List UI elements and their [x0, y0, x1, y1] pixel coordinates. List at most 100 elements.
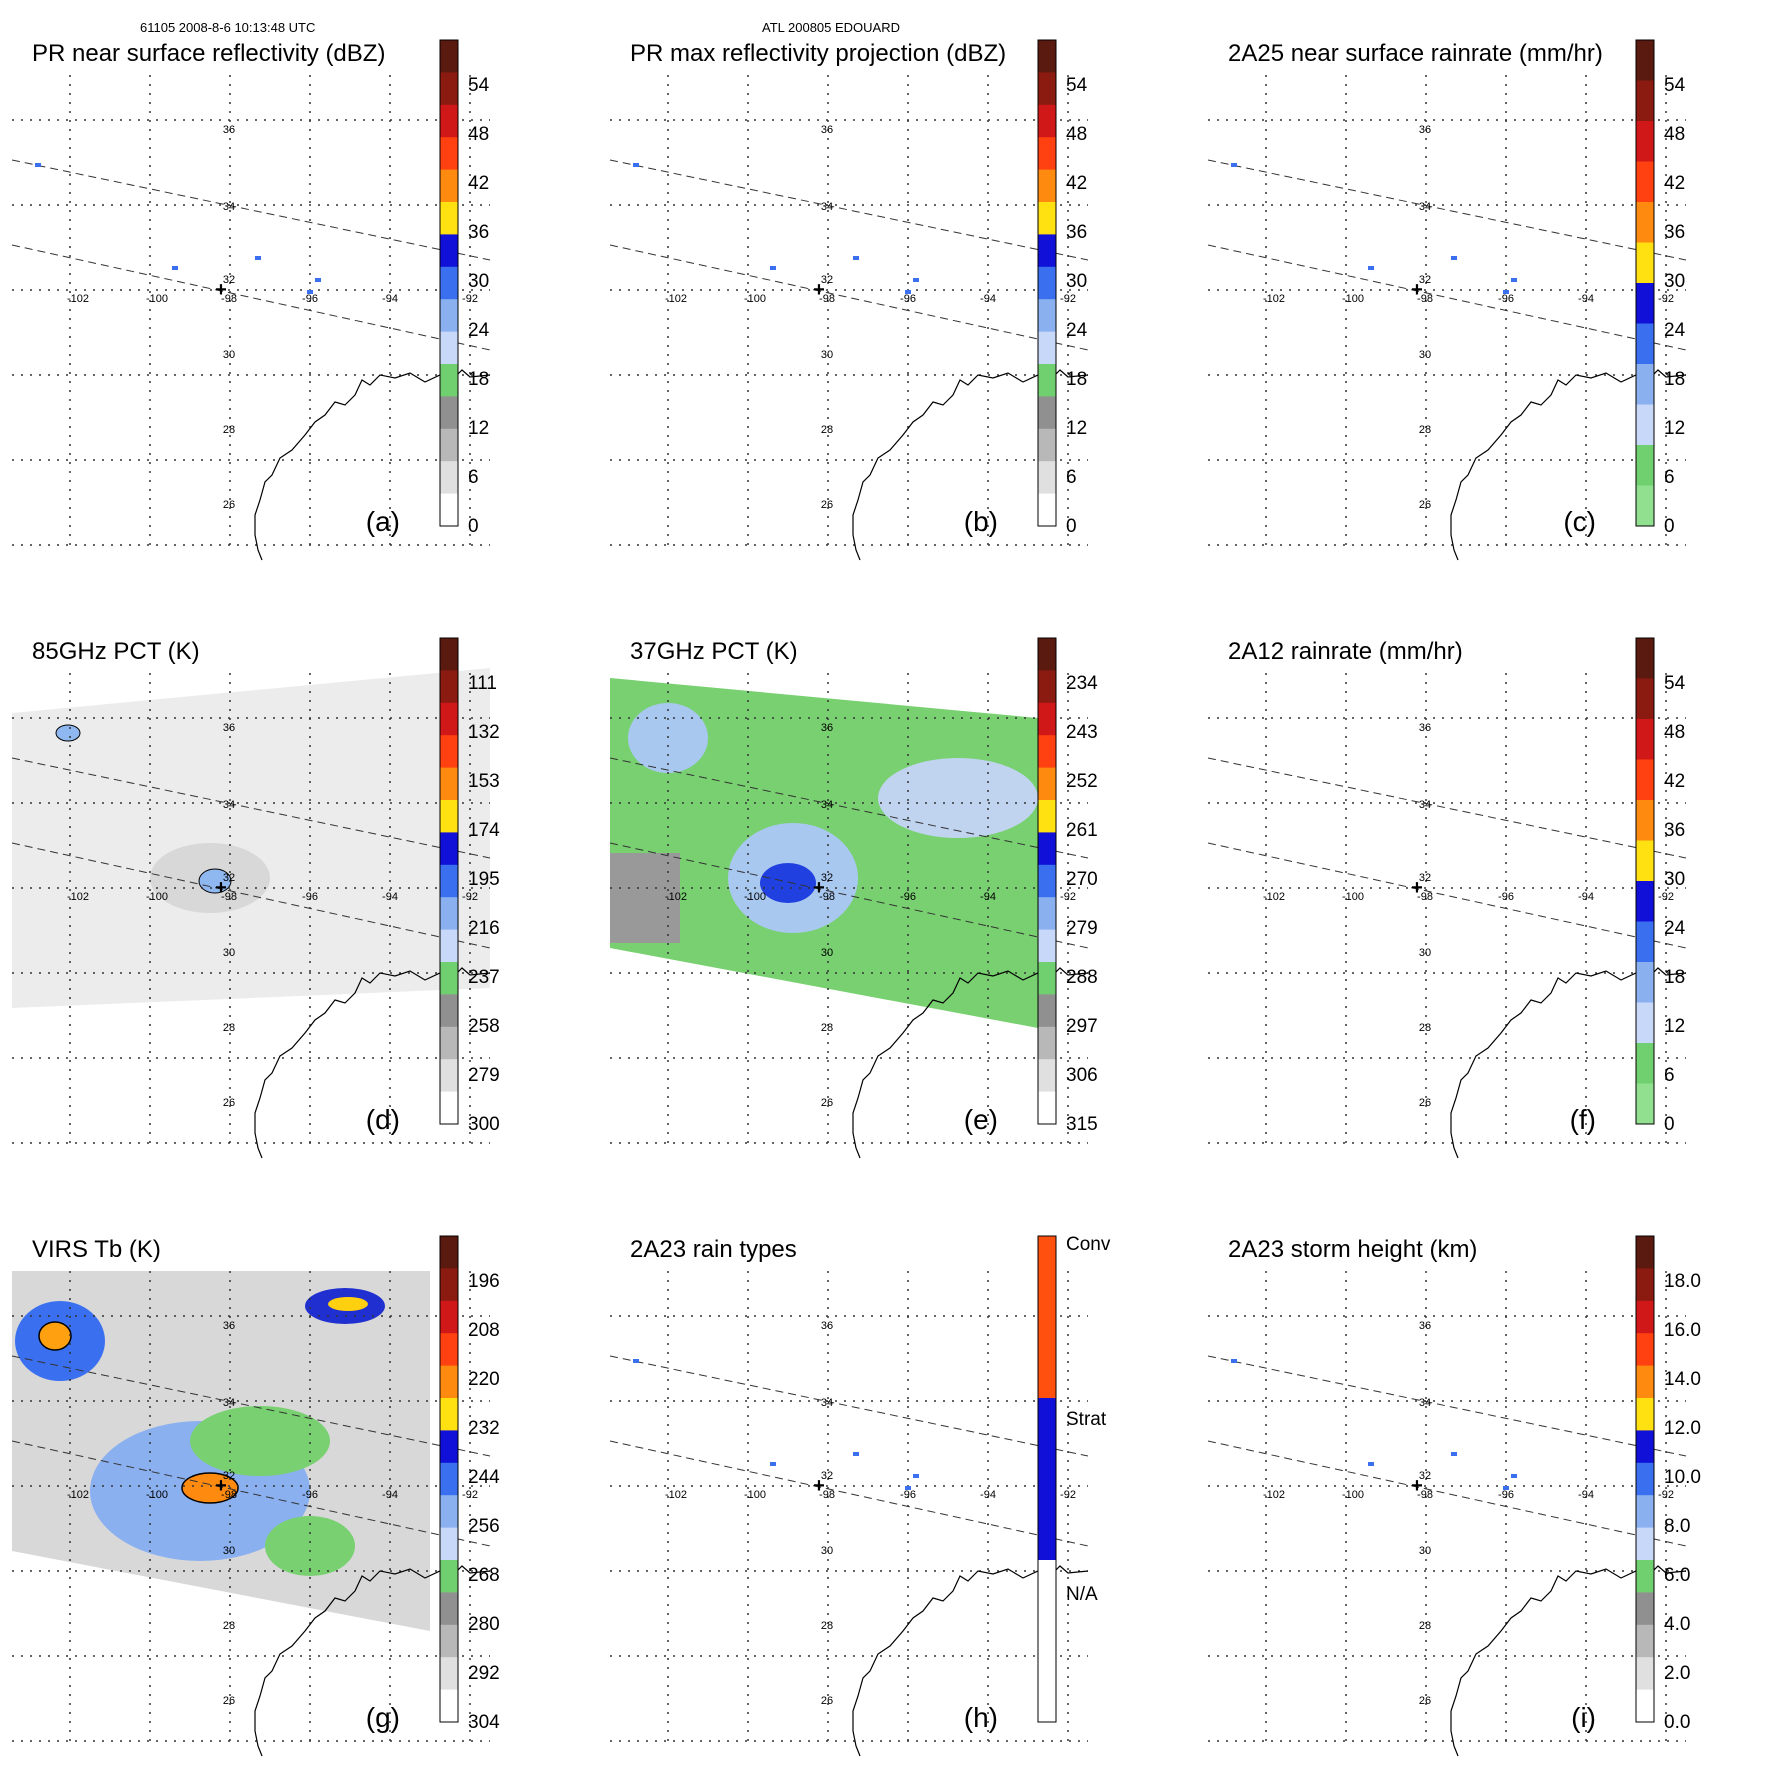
colorbar-segment: [1636, 800, 1654, 841]
texas-coastline: [1450, 967, 1687, 1159]
lat-label: 30: [821, 1545, 833, 1557]
colorbar-segment: [440, 702, 458, 736]
precip-echo: [913, 1474, 919, 1478]
precip-echo: [1231, 163, 1237, 167]
lon-label: -98: [1417, 891, 1433, 903]
texas-coastline: [254, 1565, 491, 1757]
colorbar-segment: [1038, 1236, 1056, 1399]
lat-label: 30: [223, 349, 235, 361]
colorbar-tick-label: 54: [1664, 673, 1686, 694]
colorbar-segment: [1636, 962, 1654, 1003]
colorbar-tick-label: Strat: [1066, 1409, 1107, 1430]
lon-label: -100: [1342, 293, 1364, 305]
lon-label: -100: [1342, 1489, 1364, 1501]
colorbar-tick-label: 216: [468, 918, 500, 939]
colorbar-tick-label: 0: [1664, 1114, 1675, 1135]
lon-label: -96: [302, 293, 318, 305]
colorbar-segment: [1636, 1236, 1654, 1269]
lat-label: 34: [223, 799, 235, 811]
colorbar-tick-label: 237: [468, 967, 500, 988]
colorbar-segment: [440, 1236, 458, 1269]
lon-label: -98: [819, 891, 835, 903]
colorbar-tick-label: 36: [1664, 820, 1685, 841]
lat-label: 32: [821, 274, 833, 286]
storm-center-marker: +: [813, 877, 825, 899]
lon-label: -102: [1263, 891, 1285, 903]
colorbar-segment: [1038, 1398, 1056, 1561]
lon-label: -96: [302, 891, 318, 903]
colorbar-segment: [440, 994, 458, 1028]
lat-label: 28: [223, 424, 235, 436]
lon-label: -92: [1060, 293, 1076, 305]
lon-label: -94: [382, 891, 398, 903]
colorbar-tick-label: 54: [1066, 75, 1088, 96]
lon-label: -100: [146, 1489, 168, 1501]
colorbar-segment: [440, 1657, 458, 1691]
texas-coastline: [852, 967, 1089, 1159]
precip-echo: [633, 1359, 639, 1363]
panel-title: VIRS Tb (K): [32, 1236, 161, 1263]
colorbar-tick-label: 261: [1066, 820, 1098, 841]
lon-label: -96: [900, 293, 916, 305]
precip-echo: [1503, 290, 1509, 294]
colorbar-segment: [1038, 670, 1056, 704]
colorbar-tick-label: 48: [1066, 124, 1087, 145]
precip-echo: [1511, 1474, 1517, 1478]
lon-label: -102: [67, 891, 89, 903]
colorbar-tick-label: 234: [1066, 673, 1098, 694]
colorbar-segment: [1038, 735, 1056, 769]
colorbar-segment: [1636, 1002, 1654, 1044]
colorbar-segment: [440, 202, 458, 235]
lat-label: 36: [821, 722, 833, 734]
lat-label: 30: [223, 947, 235, 959]
colorbar-segment: [440, 1091, 458, 1125]
colorbar-segment: [1038, 299, 1056, 333]
colorbar-segment: [1636, 1333, 1654, 1367]
lon-label: -92: [1658, 891, 1674, 903]
colorbar-segment: [1038, 266, 1056, 300]
colorbar-tick-label: 6: [468, 467, 479, 488]
lat-label: 36: [223, 124, 235, 136]
panel-letter-label: (e): [963, 1104, 998, 1135]
map-e: 36 34 32 30 28 26 -102 -100 -98 -96 -94 -92 +234 243 2…: [609, 637, 1098, 1159]
lon-label: -94: [382, 293, 398, 305]
texas-coastline: [254, 967, 491, 1159]
lat-label: 34: [821, 799, 833, 811]
panel-letter-label: (d): [365, 1104, 400, 1135]
map-i: 36 34 32 30 28 26 -102 -100 -98 -96 -94 -92 +18.0 16.…: [1207, 1235, 1701, 1757]
colorbar-tick-label: 304: [468, 1712, 500, 1733]
precip-echo: [633, 163, 639, 167]
map-b: 36 34 32 30 28 26 -102 -100 -98 -96 -94 -92 +54 48 42 3…: [609, 39, 1089, 561]
lat-label: 36: [1419, 124, 1431, 136]
colorbar-segment: [1038, 864, 1056, 898]
colorbar-tick-label: 174: [468, 820, 500, 841]
lon-label: -96: [900, 1489, 916, 1501]
lat-label: 26: [821, 1695, 833, 1707]
lon-label: -92: [462, 293, 478, 305]
colorbar-tick-label: 42: [1664, 173, 1685, 194]
storm-center-marker: +: [813, 1475, 825, 1497]
panel-title: 2A23 rain types: [630, 1236, 797, 1263]
colorbar-segment: [440, 104, 458, 138]
colorbar-segment: [440, 1333, 458, 1367]
colorbar-tick-label: 54: [1664, 75, 1686, 96]
colorbar-segment: [440, 234, 458, 268]
colorbar-segment: [440, 461, 458, 495]
storm-center-marker: +: [215, 1475, 227, 1497]
colorbar-segment: [1038, 929, 1056, 963]
map-f: 36 34 32 30 28 26 -102 -100 -98 -96 -94 -92 +54 48 42 3…: [1207, 637, 1687, 1159]
lat-label: 34: [821, 201, 833, 213]
colorbar-segment: [1038, 461, 1056, 495]
colorbar-tick-label: 6: [1066, 467, 1077, 488]
colorbar-segment: [1038, 40, 1056, 73]
colorbar-segment: [1636, 1268, 1654, 1302]
colorbar-segment: [440, 1365, 458, 1399]
precip-echo: [1368, 266, 1374, 270]
colorbar-segment: [1636, 1043, 1654, 1084]
lat-label: 30: [1419, 947, 1431, 959]
lat-label: 28: [821, 1022, 833, 1034]
colorbar-segment: [1038, 638, 1056, 671]
lat-label: 34: [223, 201, 235, 213]
colorbar-tick-label: 30: [1664, 869, 1685, 890]
lat-label: 36: [821, 1320, 833, 1332]
